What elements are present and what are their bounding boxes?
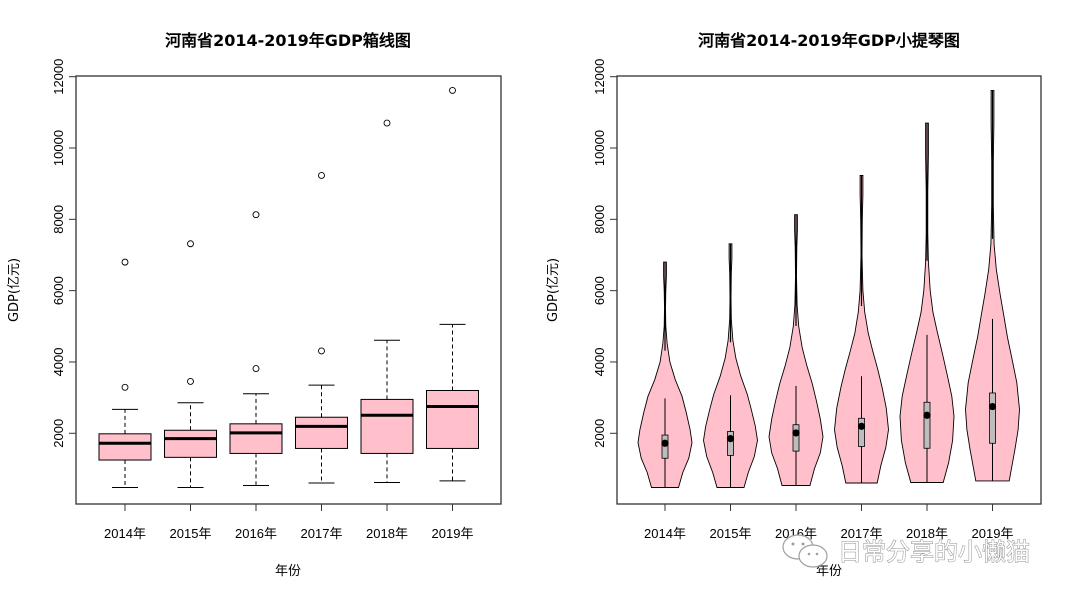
violin-iqr-box: [989, 392, 996, 444]
violin-2019年: [965, 89, 1020, 482]
y-tick-label: 2000: [51, 419, 66, 448]
violin-marks: [637, 89, 1020, 488]
x-tick-label: 2019年: [432, 526, 474, 541]
box-iqr: [164, 429, 217, 458]
violin-shape: [834, 175, 889, 484]
violin-x-axis: 2014年 2015年 2016年 2017年 2018年 2019年: [644, 504, 1013, 541]
y-tick-label: 4000: [51, 348, 66, 377]
boxplot-y-axis: 2000 4000 6000 8000 10000 12000: [51, 59, 76, 448]
box-2015年: [164, 240, 217, 488]
y-tick-label: 12000: [51, 59, 66, 95]
box-iqr: [360, 398, 414, 454]
violin-y-axis: 2000 4000 6000 8000 10000 12000: [592, 59, 617, 448]
y-tick-label: 4000: [592, 348, 607, 377]
x-tick-label: 2015年: [170, 526, 212, 541]
violin-iqr-box: [727, 431, 734, 456]
box-iqr: [229, 423, 283, 454]
violin-shape: [637, 261, 693, 488]
box-2018年: [360, 119, 414, 483]
outlier-point: [121, 258, 129, 266]
box-2016年: [229, 211, 283, 487]
outlier-point: [318, 347, 325, 355]
x-tick-label: 2017年: [301, 526, 343, 541]
violin-shape: [965, 89, 1020, 482]
violin-shape: [703, 243, 758, 488]
outlier-point: [121, 383, 129, 391]
boxplot-panel: 河南省2014-2019年GDP箱线图 2000 4000 6000 8000 1000…: [7, 31, 502, 579]
outlier-point: [252, 365, 260, 373]
violin-shape: [768, 214, 824, 486]
violin-median-point: [923, 411, 931, 419]
y-tick-label: 6000: [51, 276, 66, 305]
violin-median-point: [988, 402, 997, 411]
x-tick-label: 2017年: [841, 526, 883, 541]
violin-2016年: [768, 214, 824, 486]
violin-shape: [899, 122, 955, 483]
boxplot-title: 河南省2014-2019年GDP箱线图: [165, 31, 411, 50]
violin-median-point: [792, 429, 800, 437]
violin-median-point: [661, 439, 669, 447]
outlier-point: [187, 377, 194, 385]
violin-median-point: [726, 435, 735, 443]
outlier-point: [383, 119, 391, 127]
boxplot-y-label: GDP(亿元): [7, 258, 22, 322]
violin-y-label: GDP(亿元): [546, 258, 561, 322]
violin-median-point: [857, 422, 866, 430]
violin-iqr-box: [858, 417, 865, 447]
x-tick-label: 2018年: [906, 526, 948, 541]
violin-2017年: [834, 175, 889, 484]
violin-iqr-box: [792, 424, 800, 452]
violin-2014年: [637, 261, 693, 488]
x-tick-label: 2014年: [644, 526, 686, 541]
box-2014年: [98, 258, 152, 488]
violin-title: 河南省2014-2019年GDP小提琴图: [698, 31, 960, 50]
x-tick-label: 2019年: [972, 526, 1014, 541]
wechat-icon: [782, 534, 828, 568]
x-tick-label: 2015年: [710, 526, 752, 541]
violin-panel: 河南省2014-2019年GDP小提琴图 2000 4000 6000 8000 100…: [546, 31, 1042, 579]
boxplot-x-axis: 2014年 2015年 2016年 2017年 2018年 2019年: [104, 504, 473, 541]
box-iqr: [98, 433, 152, 461]
violin-2018年: [899, 122, 955, 483]
violin-iqr-box: [923, 401, 931, 449]
y-tick-label: 10000: [51, 130, 66, 166]
outlier-point: [187, 240, 194, 248]
boxplot-marks: [98, 86, 479, 488]
box-2017年: [295, 172, 348, 484]
boxplot-frame: [75, 75, 502, 505]
y-tick-label: 12000: [592, 59, 607, 95]
violin-2015年: [703, 243, 758, 488]
y-tick-label: 6000: [592, 276, 607, 305]
box-2019年: [426, 86, 479, 482]
violin-frame: [616, 75, 1042, 505]
y-tick-label: 10000: [592, 130, 607, 166]
outlier-point: [449, 86, 456, 94]
box-iqr: [295, 416, 348, 449]
y-tick-label: 2000: [592, 419, 607, 448]
x-tick-label: 2016年: [235, 526, 277, 541]
y-tick-label: 8000: [592, 205, 607, 234]
outlier-point: [252, 211, 260, 219]
watermark: 日常分享的小懒猫: [782, 534, 1031, 568]
violin-x-label: 年份: [816, 564, 842, 579]
watermark-text: 日常分享的小懒猫: [838, 538, 1030, 566]
outlier-point: [318, 172, 325, 179]
boxplot-x-label: 年份: [275, 564, 301, 579]
box-iqr: [426, 389, 479, 449]
x-tick-label: 2018年: [366, 526, 408, 541]
y-tick-label: 8000: [51, 205, 66, 234]
x-tick-label: 2014年: [104, 526, 146, 541]
